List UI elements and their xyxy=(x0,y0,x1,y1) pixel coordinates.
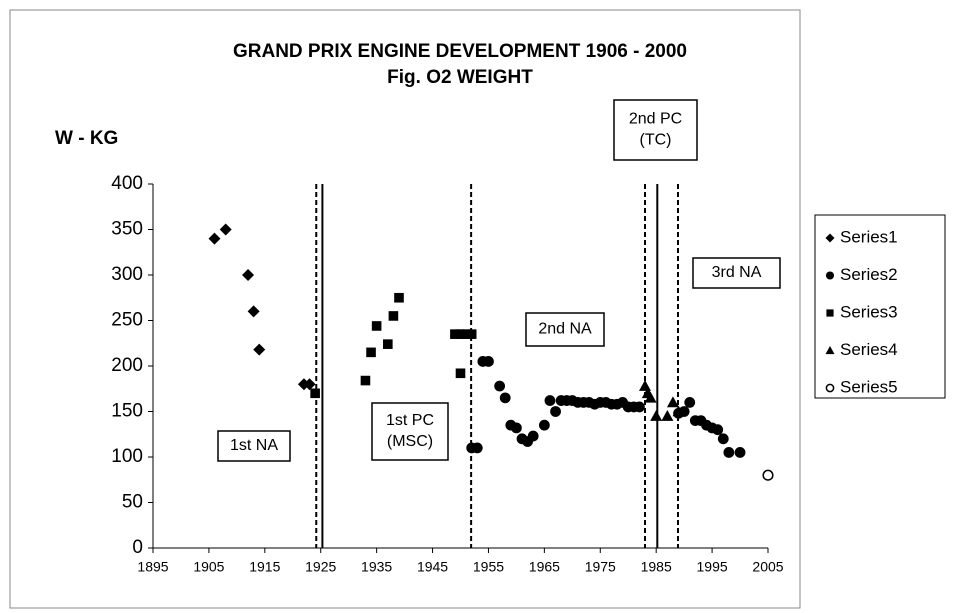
y-tick-label: 250 xyxy=(111,310,143,331)
annotation-text: 1st NA xyxy=(230,437,278,454)
y-tick-label: 300 xyxy=(111,264,143,285)
y-tick-label: 50 xyxy=(122,492,143,513)
point xyxy=(360,375,371,386)
legend-box xyxy=(814,214,946,399)
point xyxy=(366,347,376,358)
point xyxy=(684,397,696,408)
legend-marker xyxy=(825,346,835,355)
point xyxy=(247,305,260,318)
annotation-text: (TC) xyxy=(640,132,672,149)
point xyxy=(208,232,221,245)
point xyxy=(388,311,399,321)
x-tick-label: 1925 xyxy=(305,559,336,575)
y-tick-label: 0 xyxy=(132,537,143,558)
x-tick-label: 1955 xyxy=(473,559,504,575)
legend-marker xyxy=(825,233,835,243)
x-tick-label: 1995 xyxy=(697,559,728,575)
point xyxy=(644,391,657,403)
point xyxy=(219,223,232,236)
point xyxy=(450,329,460,339)
point xyxy=(471,442,483,454)
point xyxy=(550,406,561,417)
point xyxy=(511,422,522,434)
chart-subtitle: Fig. O2 WEIGHT xyxy=(387,67,533,88)
legend-label: Series3 xyxy=(840,302,898,321)
point xyxy=(303,378,316,391)
point xyxy=(394,292,404,303)
point xyxy=(672,405,685,417)
x-tick-label: 1965 xyxy=(529,559,560,575)
annotation-text: 2nd PC xyxy=(629,111,682,128)
legend-label: Series2 xyxy=(840,265,898,284)
x-tick-label: 1935 xyxy=(361,559,392,575)
annotation-box xyxy=(525,312,605,347)
point xyxy=(712,424,724,436)
annotation-box xyxy=(371,402,449,461)
point xyxy=(383,339,393,349)
point xyxy=(310,388,320,399)
y-tick-label: 150 xyxy=(111,401,143,422)
x-tick-label: 2005 xyxy=(752,559,783,575)
point xyxy=(666,396,679,408)
point xyxy=(455,329,466,339)
legend-label: Series1 xyxy=(840,227,898,246)
annotation-box xyxy=(613,99,698,161)
point xyxy=(762,469,774,481)
x-tick-label: 1895 xyxy=(137,559,168,575)
y-tick-label: 200 xyxy=(111,355,143,376)
point xyxy=(538,419,550,431)
point xyxy=(455,368,466,379)
chart-title: GRAND PRIX ENGINE DEVELOPMENT 1906 - 200… xyxy=(233,41,687,62)
point xyxy=(242,269,255,281)
annotation-box xyxy=(692,257,781,289)
point xyxy=(634,401,645,413)
point xyxy=(661,410,674,421)
x-tick-label: 1945 xyxy=(417,559,448,575)
legend-marker xyxy=(825,383,835,393)
annotation-box xyxy=(217,430,291,462)
legend-label: Series5 xyxy=(840,377,898,396)
point xyxy=(371,321,382,331)
point xyxy=(527,430,539,442)
x-tick-label: 1985 xyxy=(641,559,672,575)
point xyxy=(499,392,511,404)
point xyxy=(717,433,729,445)
annotation-text: 3rd NA xyxy=(712,264,762,281)
legend-label: Series4 xyxy=(840,340,898,359)
point xyxy=(544,395,556,406)
annotation-text: 2nd NA xyxy=(538,321,592,338)
annotation-text: 1st PC xyxy=(386,412,434,429)
annotation-text: (MSC) xyxy=(387,433,433,450)
y-axis-label: W - KG xyxy=(55,128,118,149)
x-tick-label: 1975 xyxy=(585,559,616,575)
x-tick-label: 1915 xyxy=(249,559,280,575)
point xyxy=(494,380,506,392)
y-tick-label: 400 xyxy=(111,173,143,194)
legend-marker xyxy=(826,309,834,317)
point xyxy=(466,329,477,339)
legend-marker xyxy=(825,271,835,280)
x-tick-label: 1905 xyxy=(193,559,224,575)
y-tick-label: 350 xyxy=(111,219,143,240)
y-tick-label: 100 xyxy=(111,446,143,467)
point xyxy=(461,329,471,339)
point xyxy=(723,447,735,458)
point xyxy=(650,410,663,421)
point xyxy=(253,343,266,356)
point xyxy=(734,447,746,458)
point xyxy=(483,356,494,367)
